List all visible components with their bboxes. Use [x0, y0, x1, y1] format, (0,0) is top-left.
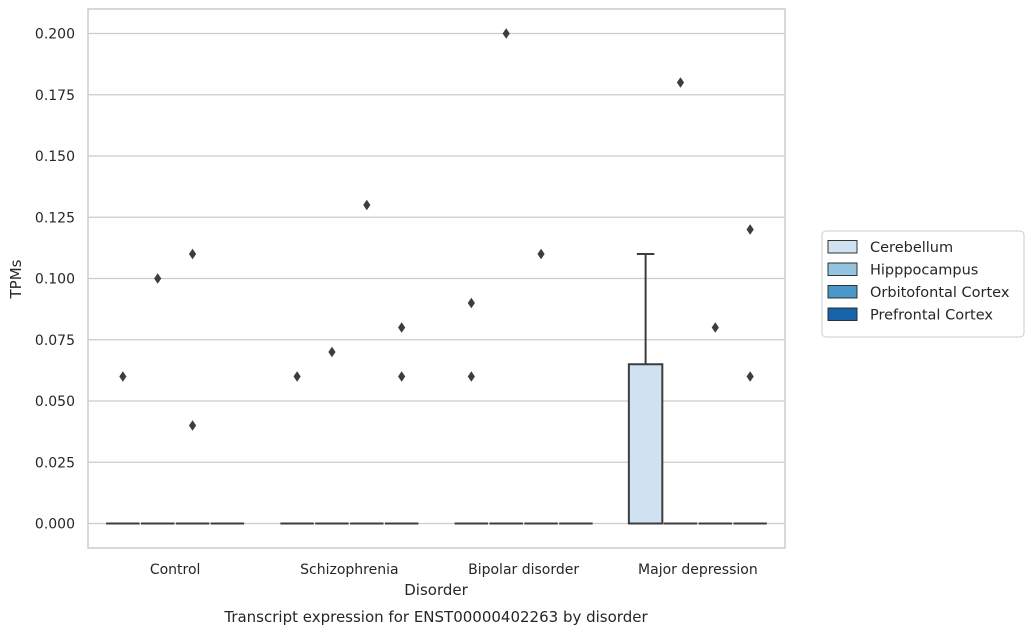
outlier-point	[746, 224, 754, 235]
legend-swatch	[827, 285, 858, 299]
plot-frame	[87, 8, 786, 549]
box-group-cerebellum	[106, 371, 140, 525]
outlier-point	[467, 297, 475, 309]
legend-label: Prefrontal Cortex	[870, 308, 993, 324]
box-group-hipppocampus	[663, 77, 698, 525]
legend-item: Hipppocampus	[827, 262, 978, 279]
y-tick-label: 0.050	[35, 394, 75, 410]
box-group-cerebellum	[627, 253, 664, 525]
box-group-orbitofontal-cortex	[698, 322, 733, 525]
legend-item: Cerebellum	[827, 240, 953, 256]
outlier-point	[711, 322, 719, 333]
legend-swatch	[827, 240, 858, 254]
y-tick-label: 0.100	[35, 272, 75, 288]
legend: Cerebellum Hipppocampus Orbitofontal Corte…	[821, 230, 1025, 338]
box-body	[627, 363, 664, 525]
outlier-point	[363, 199, 371, 211]
outlier-point	[676, 77, 685, 88]
y-tick-label: 0.075	[35, 333, 75, 349]
x-tick-label: Major depression	[638, 562, 758, 578]
x-tick-label: Schizophrenia	[300, 562, 398, 578]
y-axis-label: TPMs	[7, 259, 25, 299]
legend-frame	[821, 230, 1025, 338]
y-tick-label: 0.000	[35, 517, 75, 533]
box-group-orbitofontal-cortex	[524, 248, 558, 525]
outlier-point	[154, 273, 162, 284]
outlier-point	[467, 371, 475, 382]
box-group-orbitofontal-cortex	[175, 248, 210, 525]
outlier-point	[746, 371, 754, 382]
y-tick-label: 0.125	[35, 210, 75, 226]
legend-item: Prefrontal Cortex	[827, 307, 993, 324]
outlier-point	[328, 346, 336, 358]
outlier-point	[398, 371, 406, 382]
outlier-point	[502, 28, 510, 39]
box-group-hipppocampus	[315, 346, 349, 525]
legend-swatch	[827, 307, 858, 321]
box-group-hipppocampus	[140, 273, 175, 525]
y-tick-labels: 0.000 0.025 0.050 0.075 0.100 0.125 0.150 0.175…	[35, 27, 75, 533]
outlier-point	[119, 371, 127, 382]
box-group-prefrontal-cortex	[384, 322, 419, 525]
outlier-point	[398, 322, 406, 333]
y-tick-label: 0.150	[35, 149, 75, 165]
x-tick-labels: Control Schizophrenia Bipolar disorder Majo…	[150, 562, 758, 578]
box-group-cerebellum	[454, 297, 489, 525]
box-group-cerebellum	[280, 371, 314, 525]
legend-item: Orbitofontal Cortex	[827, 285, 1010, 301]
box-group-prefrontal-cortex	[733, 224, 767, 525]
outlier-point	[188, 248, 197, 260]
y-tick-label: 0.175	[35, 88, 75, 104]
legend-label: Hipppocampus	[870, 263, 978, 279]
legend-label: Cerebellum	[870, 240, 953, 256]
box-group-orbitofontal-cortex	[350, 199, 384, 525]
outlier-point	[537, 248, 545, 260]
legend-label: Orbitofontal Cortex	[870, 285, 1010, 301]
outlier-point	[293, 371, 301, 382]
x-tick-label: Bipolar disorder	[468, 562, 579, 578]
y-tick-label: 0.200	[35, 27, 75, 43]
box-group-hipppocampus	[489, 28, 523, 525]
box-elements	[106, 28, 767, 525]
chart-caption: Transcript expression for ENST0000040226…	[223, 608, 648, 626]
legend-swatch	[827, 262, 858, 276]
x-tick-label: Control	[150, 562, 201, 578]
y-tick-label: 0.025	[35, 455, 75, 471]
x-axis-label: Disorder	[404, 581, 468, 599]
outlier-point	[188, 420, 197, 431]
